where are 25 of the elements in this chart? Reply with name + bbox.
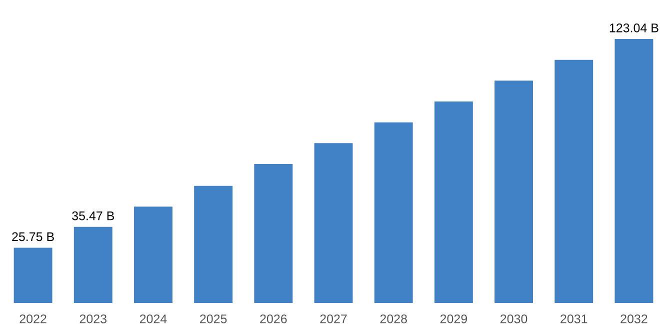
x-tick-label: 2022	[20, 314, 46, 324]
x-tick-label: 2026	[260, 314, 287, 324]
x-tick-label: 2025	[200, 314, 227, 324]
x-tick-label: 2029	[440, 314, 467, 324]
data-label: 25.75 B	[12, 232, 54, 242]
bar	[314, 143, 353, 303]
x-tick-label: 2027	[320, 314, 347, 324]
bar	[554, 60, 594, 303]
bar	[614, 38, 654, 303]
bar	[74, 226, 112, 303]
x-tick-label: 2024	[140, 314, 167, 324]
bar	[254, 164, 293, 303]
x-tick-label: 2031	[560, 314, 588, 324]
bar	[434, 101, 473, 303]
bar	[374, 122, 413, 303]
data-label: 35.47 B	[72, 211, 114, 220]
bar	[134, 206, 172, 303]
bar	[14, 248, 52, 303]
bar	[194, 186, 233, 303]
bar	[494, 80, 533, 303]
x-tick-label: 2032	[620, 314, 648, 324]
x-tick-label: 2028	[380, 314, 407, 324]
x-tick-label: 2030	[500, 314, 528, 324]
x-tick-label: 2023	[80, 314, 106, 324]
data-label: 123.04 B	[610, 23, 658, 32]
